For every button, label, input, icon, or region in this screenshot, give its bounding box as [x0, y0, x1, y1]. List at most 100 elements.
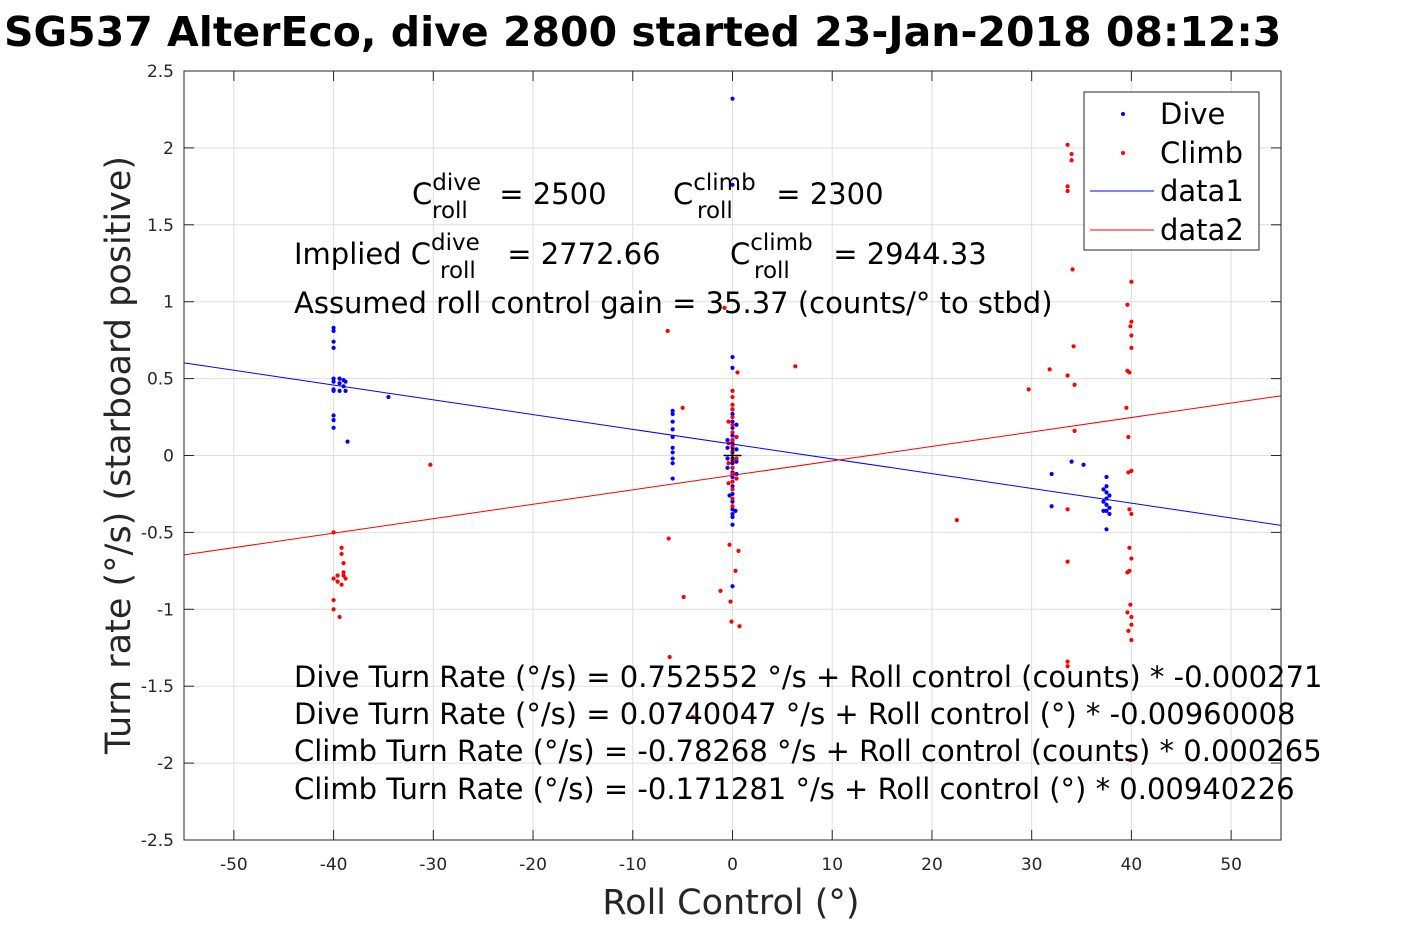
annotation-fit-line: Dive Turn Rate (°/s) = 0.0740047 °/s + R…: [294, 697, 1295, 731]
climb-point: [1065, 142, 1070, 147]
climb-point: [1125, 570, 1130, 575]
climb-point: [730, 487, 735, 492]
climb-point: [730, 414, 735, 420]
x-tick-label: 50: [1220, 855, 1242, 875]
climb-point: [1129, 511, 1134, 517]
dive-point: [331, 413, 336, 418]
dive-point: [670, 411, 675, 417]
climb-point: [730, 394, 735, 400]
dive-point: [331, 376, 336, 381]
fit-line-data1: [184, 362, 1281, 526]
dive-point: [733, 508, 738, 513]
legend-label-data2: data2: [1160, 213, 1244, 247]
climb-point: [730, 407, 735, 412]
dive-point: [670, 445, 675, 450]
dive-point: [337, 376, 342, 381]
climb-point: [667, 654, 672, 660]
dive-point: [730, 514, 735, 520]
climb-point: [335, 573, 340, 578]
y-tick-label: 1.5: [147, 216, 174, 236]
climb-point: [1129, 614, 1134, 620]
dive-point: [337, 381, 342, 386]
legend-label-climb: Climb: [1160, 136, 1243, 170]
annotation-fit-line: Climb Turn Rate (°/s) = -0.171281 °/s + …: [294, 772, 1295, 806]
dive-point: [730, 499, 735, 504]
climb-point: [730, 444, 735, 449]
dive-point: [725, 445, 730, 450]
annotation-c-roll-climb: Cclimb roll = 2300: [673, 170, 884, 224]
dive-point: [1101, 499, 1106, 504]
climb-point: [730, 496, 735, 501]
annotations: Cdive roll = 2500 Cclimb roll = 2300 Impli…: [294, 170, 1322, 806]
y-tick-label: 2.5: [147, 62, 174, 82]
y-tick-label: -2.5: [141, 831, 174, 851]
climb-point: [1065, 188, 1070, 194]
climb-point: [1072, 428, 1077, 433]
dive-point: [1104, 508, 1109, 513]
climb-point: [1065, 507, 1070, 512]
y-tick-label: -0.5: [141, 523, 174, 543]
legend-marker-dive: [1121, 112, 1125, 116]
dive-point: [734, 447, 739, 452]
climb-point: [1126, 628, 1131, 633]
dive-point: [730, 96, 735, 101]
dive-point: [331, 388, 336, 394]
climb-point: [737, 624, 742, 629]
x-tick-label: 10: [821, 855, 843, 875]
climb-point: [1071, 344, 1076, 349]
dive-point: [331, 339, 336, 344]
climb-point: [728, 599, 733, 604]
dive-point: [730, 584, 735, 589]
dive-point: [670, 434, 675, 440]
climb-point: [343, 576, 348, 581]
legend-marker-climb: [1121, 151, 1125, 155]
dive-point: [1101, 487, 1106, 492]
climb-point: [1072, 382, 1077, 387]
climb-point: [331, 597, 336, 603]
climb-point: [1129, 319, 1134, 324]
climb-point: [1065, 373, 1070, 378]
climb-point: [339, 545, 344, 550]
climb-point: [1129, 637, 1134, 643]
dive-point: [670, 427, 675, 432]
dive-point: [1049, 504, 1054, 509]
dive-point: [331, 328, 336, 334]
climb-point: [1125, 610, 1130, 615]
climb-point: [1065, 659, 1070, 664]
dive-point: [1069, 459, 1074, 464]
climb-point: [331, 576, 336, 581]
climb-point: [1129, 622, 1134, 627]
chart-title: SG537 AlterEco, dive 2800 started 23-Jan…: [4, 8, 1281, 56]
y-axis-label: Turn rate (°/s) (starboard positive): [99, 156, 139, 755]
climb-point: [1124, 405, 1129, 410]
climb-point: [680, 405, 685, 410]
dive-point: [331, 418, 336, 423]
climb-point: [1128, 324, 1133, 329]
annotation-fit-line: Dive Turn Rate (°/s) = 0.752552 °/s + Ro…: [294, 660, 1322, 694]
dive-point: [337, 388, 342, 394]
dive-point: [734, 459, 739, 464]
annotation-c-roll-dive: Cdive roll = 2500: [412, 170, 607, 224]
climb-point: [1127, 545, 1132, 550]
legend-label-dive: Dive: [1160, 97, 1225, 131]
y-tick-label: 1: [163, 293, 174, 313]
climb-point: [341, 570, 346, 575]
climb-point: [1070, 267, 1075, 272]
x-tick-label: 0: [727, 855, 738, 875]
climb-point: [1129, 345, 1134, 350]
climb-point: [1129, 279, 1134, 284]
climb-point: [665, 328, 670, 334]
annotation-implied-climb: Cclimb roll = 2944.33: [730, 230, 987, 284]
x-tick-label: -50: [220, 855, 248, 875]
x-tick-label: -40: [320, 855, 348, 875]
climb-point: [736, 548, 741, 553]
climb-point: [666, 536, 671, 541]
series-data1: [184, 362, 1281, 526]
climb-point: [730, 504, 735, 509]
series-data2: [184, 395, 1281, 556]
x-tick-label: 30: [1021, 855, 1043, 875]
dive-point: [725, 465, 730, 470]
climb-point: [331, 607, 336, 612]
dive-point: [730, 419, 735, 424]
